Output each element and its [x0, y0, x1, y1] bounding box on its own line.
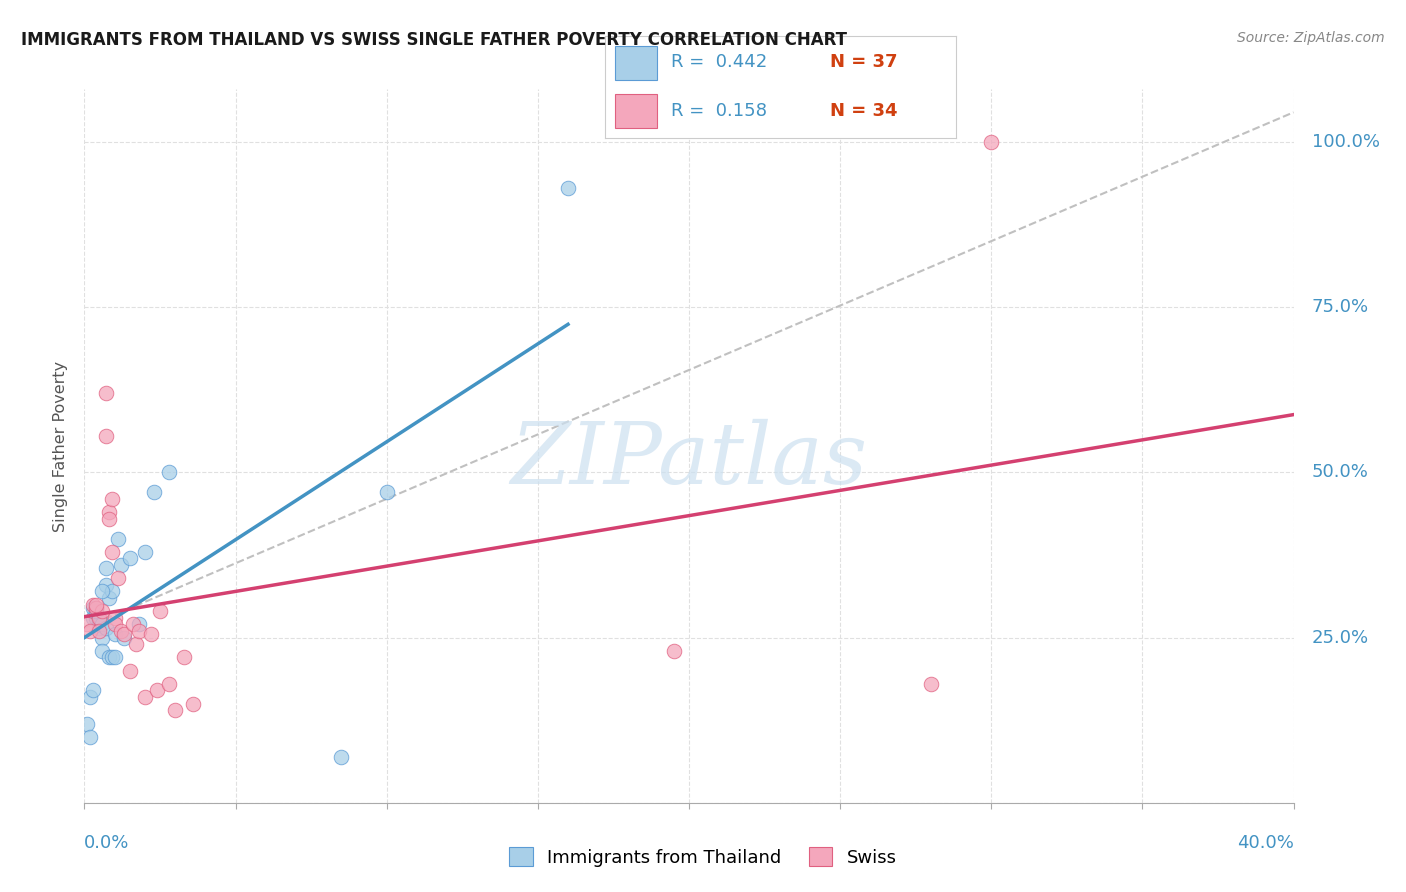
Text: IMMIGRANTS FROM THAILAND VS SWISS SINGLE FATHER POVERTY CORRELATION CHART: IMMIGRANTS FROM THAILAND VS SWISS SINGLE… — [21, 31, 846, 49]
Text: 75.0%: 75.0% — [1312, 298, 1369, 317]
Text: 0.0%: 0.0% — [84, 834, 129, 852]
Point — [82, 600, 104, 615]
Point — [97, 505, 120, 519]
Point — [125, 637, 148, 651]
Point — [91, 617, 114, 632]
Text: 100.0%: 100.0% — [1312, 133, 1379, 151]
Point — [89, 611, 111, 625]
Y-axis label: Single Father Poverty: Single Father Poverty — [53, 360, 69, 532]
Point — [86, 600, 108, 615]
Point — [86, 598, 108, 612]
Point — [91, 584, 114, 599]
Point — [100, 491, 122, 506]
Point — [330, 749, 353, 764]
Point — [89, 621, 111, 635]
Point — [104, 611, 127, 625]
Point — [86, 604, 108, 618]
Point — [82, 611, 104, 625]
Point — [121, 617, 143, 632]
Point — [97, 591, 120, 605]
Text: 40.0%: 40.0% — [1237, 834, 1294, 852]
Point — [94, 386, 117, 401]
Point — [128, 617, 150, 632]
Point — [76, 716, 98, 731]
Point — [104, 650, 127, 665]
Point — [89, 614, 111, 628]
Text: N = 37: N = 37 — [830, 54, 897, 71]
Text: 50.0%: 50.0% — [1312, 464, 1368, 482]
Point — [107, 532, 129, 546]
Point — [89, 624, 111, 638]
Point — [97, 650, 120, 665]
Point — [94, 621, 117, 635]
Point — [157, 677, 180, 691]
Point — [375, 485, 398, 500]
Point — [112, 631, 135, 645]
Point — [920, 677, 942, 691]
Point — [149, 604, 172, 618]
Text: Source: ZipAtlas.com: Source: ZipAtlas.com — [1237, 31, 1385, 45]
Point — [100, 545, 122, 559]
Point — [104, 617, 127, 632]
Point — [94, 429, 117, 443]
Point — [94, 578, 117, 592]
Point — [662, 644, 685, 658]
Point — [91, 631, 114, 645]
Text: ZIPatlas: ZIPatlas — [510, 419, 868, 501]
Bar — [616, 45, 657, 79]
Point — [82, 598, 104, 612]
Point — [79, 730, 101, 744]
Point — [76, 617, 98, 632]
Point — [980, 135, 1002, 149]
Point — [134, 545, 156, 559]
Point — [118, 551, 141, 566]
Point — [79, 624, 101, 638]
Text: R =  0.158: R = 0.158 — [672, 102, 768, 120]
Point — [134, 690, 156, 704]
Point — [181, 697, 204, 711]
Point — [173, 650, 195, 665]
Point — [146, 683, 169, 698]
Point — [89, 611, 111, 625]
Point — [100, 584, 122, 599]
Point — [91, 644, 114, 658]
Point — [107, 571, 129, 585]
Point — [557, 181, 579, 195]
Point — [110, 624, 132, 638]
Point — [128, 624, 150, 638]
Point — [118, 664, 141, 678]
Point — [89, 617, 111, 632]
Bar — [616, 95, 657, 128]
Point — [142, 485, 165, 500]
Point — [110, 558, 132, 572]
Point — [112, 627, 135, 641]
Point — [104, 627, 127, 641]
Point — [139, 627, 162, 641]
Point — [100, 650, 122, 665]
Point — [94, 561, 117, 575]
Text: N = 34: N = 34 — [830, 102, 897, 120]
Point — [86, 600, 108, 615]
Point — [97, 511, 120, 525]
Point — [157, 466, 180, 480]
Legend: Immigrants from Thailand, Swiss: Immigrants from Thailand, Swiss — [502, 840, 904, 874]
Point — [82, 683, 104, 698]
Point — [79, 690, 101, 704]
Text: R =  0.442: R = 0.442 — [672, 54, 768, 71]
Point — [163, 703, 186, 717]
Point — [86, 611, 108, 625]
Point — [91, 604, 114, 618]
Text: 25.0%: 25.0% — [1312, 629, 1369, 647]
